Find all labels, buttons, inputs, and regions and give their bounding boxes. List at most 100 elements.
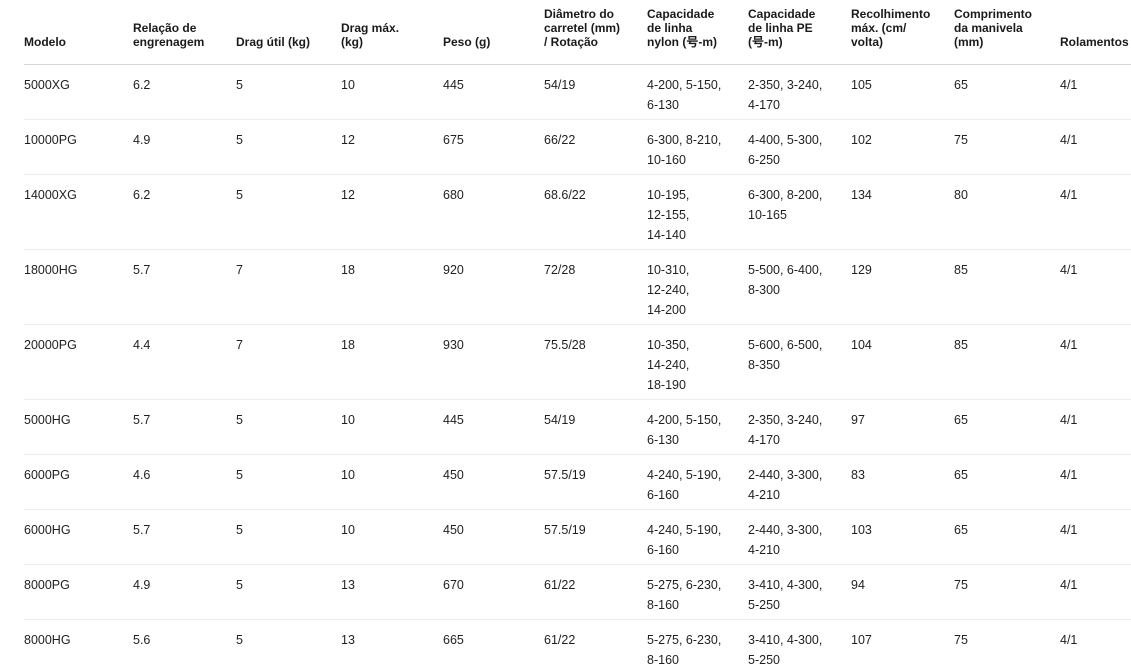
table-cell: 4/1 bbox=[1060, 64, 1131, 120]
table-cell: 445 bbox=[443, 64, 544, 120]
table-cell: 680 bbox=[443, 174, 544, 250]
cell-model: 6000PG bbox=[24, 454, 133, 510]
table-cell: 13 bbox=[341, 633, 355, 647]
table-cell: 665 bbox=[443, 633, 464, 647]
table-cell: 4.9 bbox=[133, 119, 236, 175]
table-cell: 10 bbox=[341, 399, 443, 455]
column-header: Relação de engrenagem bbox=[133, 0, 236, 65]
table-cell: 61/22 bbox=[544, 564, 647, 620]
table-cell: 72/28 bbox=[544, 249, 647, 325]
table-cell: 4/1 bbox=[1060, 564, 1131, 620]
table-cell: 4-240, 5-190, 6-160 bbox=[647, 509, 748, 565]
table-cell: 4.4 bbox=[133, 324, 236, 400]
table-cell: 5.7 bbox=[133, 509, 236, 565]
table-cell: 5 bbox=[236, 174, 341, 250]
table-cell: 54/19 bbox=[544, 399, 647, 455]
table-cell: 4/1 bbox=[1060, 399, 1131, 455]
table-cell: 75 bbox=[954, 633, 968, 647]
table-row: 6000HG 5.7 5 10 450 57.5/19 4-240, 5-190, 6-16… bbox=[24, 509, 1131, 565]
table-cell: 10-350, 14-240, 18-190 bbox=[647, 324, 748, 400]
table-row: 14000XG 6.2 5 12 680 68.6/22 10-195, 12-155, 1… bbox=[24, 174, 1131, 250]
table-cell: 68.6/22 bbox=[544, 174, 647, 250]
column-header: Modelo bbox=[24, 0, 133, 65]
table-cell: 4/1 bbox=[1060, 509, 1131, 565]
table-cell: 102 bbox=[851, 119, 954, 175]
column-header: Recolhimento máx. (cm/ volta) bbox=[851, 0, 954, 65]
cell-model: 20000PG bbox=[24, 324, 133, 400]
table-cell: 4/1 bbox=[1060, 119, 1131, 175]
table-cell: 134 bbox=[851, 174, 954, 250]
table-cell: 5-500, 6-400, 8-300 bbox=[748, 249, 851, 325]
table-cell: 85 bbox=[954, 324, 1060, 400]
table-cell: 450 bbox=[443, 509, 544, 565]
table-row: 20000PG 4.4 7 18 930 75.5/28 10-350, 14-240, 1… bbox=[24, 324, 1131, 400]
table-cell: 104 bbox=[851, 324, 954, 400]
table-cell: 18 bbox=[341, 324, 443, 400]
table-cell: 5 bbox=[236, 119, 341, 175]
table-cell: 5 bbox=[236, 64, 341, 120]
table-cell: 107 bbox=[851, 633, 872, 647]
table-cell: 670 bbox=[443, 564, 544, 620]
cell-model: 10000PG bbox=[24, 119, 133, 175]
table-cell: 10 bbox=[341, 64, 443, 120]
table-cell: 920 bbox=[443, 249, 544, 325]
table-cell: 4/1 bbox=[1060, 324, 1131, 400]
table-cell: 445 bbox=[443, 399, 544, 455]
table-cell: 65 bbox=[954, 509, 1060, 565]
table-cell: 10-195, 12-155, 14-140 bbox=[647, 174, 748, 250]
table-cell: 6.2 bbox=[133, 64, 236, 120]
table-cell: 75 bbox=[954, 564, 1060, 620]
table-cell: 65 bbox=[954, 64, 1060, 120]
table-cell: 4/1 bbox=[1060, 633, 1078, 647]
cell-model: 14000XG bbox=[24, 174, 133, 250]
table-cell: 129 bbox=[851, 249, 954, 325]
table-cell: 75.5/28 bbox=[544, 324, 647, 400]
table-cell: 12 bbox=[341, 174, 443, 250]
header-row: Modelo Relação de engrenagem Drag útil (kg… bbox=[24, 0, 1131, 65]
table-cell: 4-200, 5-150, 6-130 bbox=[647, 64, 748, 120]
table-cell: 5 bbox=[236, 509, 341, 565]
table-cell: 10-310, 12-240, 14-200 bbox=[647, 249, 748, 325]
column-header: Capacidade de linha PE (号-m) bbox=[748, 0, 851, 65]
table-cell: 4-240, 5-190, 6-160 bbox=[647, 454, 748, 510]
table-cell: 6-300, 8-210, 10-160 bbox=[647, 119, 748, 175]
table-cell: 4/1 bbox=[1060, 249, 1131, 325]
cell-model: 8000HG bbox=[24, 633, 71, 647]
table-cell: 6.2 bbox=[133, 174, 236, 250]
table-cell: 4-200, 5-150, 6-130 bbox=[647, 399, 748, 455]
table-cell: 7 bbox=[236, 324, 341, 400]
reel-specs-table: Modelo Relação de engrenagem Drag útil (kg… bbox=[24, 0, 1131, 669]
table-row: 10000PG 4.9 5 12 675 66/22 6-300, 8-210, 10-16… bbox=[24, 119, 1131, 175]
table-cell: 75 bbox=[954, 119, 1060, 175]
table-cell: 4-400, 5-300, 6-250 bbox=[748, 119, 851, 175]
table-cell: 675 bbox=[443, 119, 544, 175]
table-cell: 930 bbox=[443, 324, 544, 400]
table-cell: 57.5/19 bbox=[544, 509, 647, 565]
table-cell: 2-440, 3-300, 4-210 bbox=[748, 454, 851, 510]
table-cell: 5.6 bbox=[133, 633, 151, 647]
table-cell: 12 bbox=[341, 119, 443, 175]
table-cell: 5 bbox=[236, 564, 341, 620]
table-cell: 103 bbox=[851, 509, 954, 565]
column-header: Diâmetro do carretel (mm) / Rotação bbox=[544, 0, 647, 65]
table-row: 6000PG 4.6 5 10 450 57.5/19 4-240, 5-190, 6-16… bbox=[24, 454, 1131, 510]
table-row: 5000XG 6.2 5 10 445 54/19 4-200, 5-150, 6-130 2… bbox=[24, 64, 1131, 120]
table-cell: 105 bbox=[851, 64, 954, 120]
cell-model: 18000HG bbox=[24, 249, 133, 325]
column-header: Rolamentos bbox=[1060, 0, 1131, 65]
table-cell: 57.5/19 bbox=[544, 454, 647, 510]
column-header: Capacidade de linha nylon (号-m) bbox=[647, 0, 748, 65]
cell-model: 8000PG bbox=[24, 564, 133, 620]
table-cell: 5.7 bbox=[133, 249, 236, 325]
table-cell: 4.9 bbox=[133, 564, 236, 620]
table-cell: 10 bbox=[341, 509, 443, 565]
table-cell: 4/1 bbox=[1060, 174, 1131, 250]
table-cell: 4/1 bbox=[1060, 454, 1131, 510]
table-cell: 97 bbox=[851, 399, 954, 455]
table-row: 5000HG 5.7 5 10 445 54/19 4-200, 5-150, 6-130 2… bbox=[24, 399, 1131, 455]
table-cell: 94 bbox=[851, 564, 954, 620]
table-row: 18000HG 5.7 7 18 920 72/28 10-310, 12-240, 14-… bbox=[24, 249, 1131, 325]
table-cell: 5.7 bbox=[133, 399, 236, 455]
column-header: Drag máx. (kg) bbox=[341, 0, 443, 65]
